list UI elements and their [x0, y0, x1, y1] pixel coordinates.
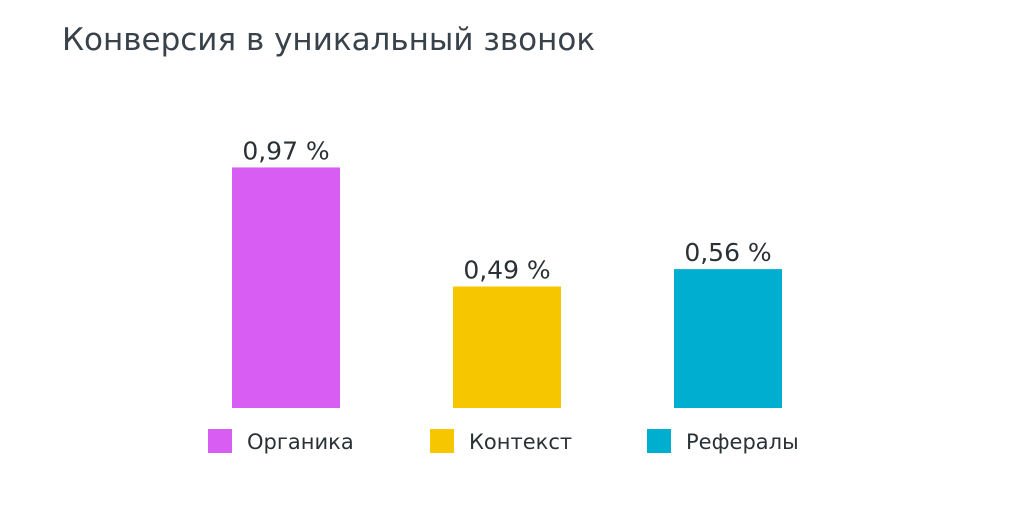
legend-label-2: Контекст — [469, 430, 572, 454]
legend-swatch-2 — [430, 429, 454, 453]
legend: Органика Контекст Рефералы — [208, 429, 799, 454]
legend-swatch-3 — [647, 429, 671, 453]
legend-label-3: Рефералы — [686, 430, 799, 454]
data-label-3: 0,56 % — [684, 238, 771, 267]
data-label-2: 0,49 % — [463, 255, 550, 284]
legend-label-1: Органика — [247, 430, 354, 454]
chart-title: Конверсия в уникальный звонок — [62, 22, 596, 58]
bar-3 — [674, 269, 782, 408]
bar-2 — [453, 286, 561, 408]
bar-1 — [232, 167, 340, 408]
legend-swatch-1 — [208, 429, 232, 453]
data-label-1: 0,97 % — [242, 136, 329, 165]
data-labels-group: 0,97 % 0,49 % 0,56 % — [242, 136, 771, 284]
bars-group — [232, 167, 782, 408]
